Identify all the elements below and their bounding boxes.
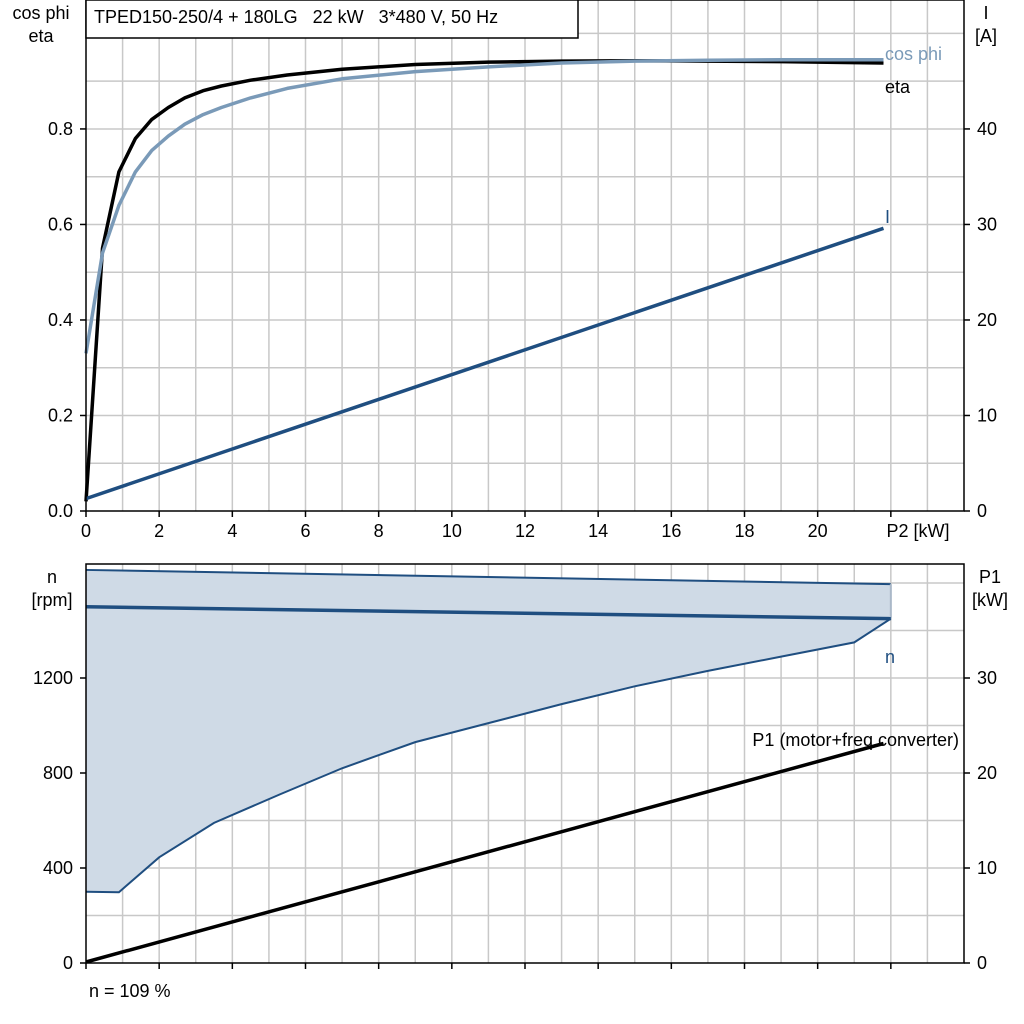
bottom-right-axis-label-2: [kW] bbox=[972, 590, 1008, 610]
right-tick-label: 30 bbox=[977, 668, 997, 688]
eta-series-label: eta bbox=[885, 77, 911, 97]
x-tick-label: 12 bbox=[515, 521, 535, 541]
cos-phi-series-label: cos phi bbox=[885, 44, 942, 64]
bottom-chart-ticks: 0 400 800 1200 0 10 20 30 bbox=[33, 668, 997, 973]
left-tick-label: 0.6 bbox=[48, 214, 73, 234]
left-tick-label: 0.4 bbox=[48, 310, 73, 330]
series-line-eta bbox=[84, 58, 884, 502]
speed-footnote: n = 109 % bbox=[89, 981, 171, 1001]
right-tick-label: 0 bbox=[977, 953, 987, 973]
current-series-label: I bbox=[885, 207, 890, 227]
chart-title-box bbox=[85, 0, 579, 39]
right-tick-label: 10 bbox=[977, 405, 997, 425]
series-line-I bbox=[85, 226, 885, 501]
bottom-chart-series bbox=[85, 605, 891, 964]
speed-series-label: n bbox=[885, 647, 895, 667]
left-tick-label: 1200 bbox=[33, 668, 73, 688]
bottom-left-axis-label-1: n bbox=[47, 567, 57, 587]
top-left-axis-label-1: cos phi bbox=[12, 3, 69, 23]
left-tick-label: 400 bbox=[43, 858, 73, 878]
left-tick-label: 0.8 bbox=[48, 119, 73, 139]
right-tick-label: 0 bbox=[977, 501, 987, 521]
series-line-P1-motor-freq-converter- bbox=[85, 741, 884, 964]
x-tick-label: 6 bbox=[300, 521, 310, 541]
left-tick-label: 0.2 bbox=[48, 405, 73, 425]
p1-series-label: P1 (motor+freq.converter) bbox=[752, 730, 959, 750]
speed-band-lower-edge bbox=[85, 617, 892, 894]
speed-range-band bbox=[85, 568, 892, 894]
x-tick-label: 10 bbox=[442, 521, 462, 541]
right-tick-label: 10 bbox=[977, 858, 997, 878]
x-tick-label: 18 bbox=[734, 521, 754, 541]
speed-band-upper-edge bbox=[85, 568, 891, 586]
top-left-axis-label-2: eta bbox=[28, 26, 54, 46]
top-chart-grid bbox=[86, 0, 964, 511]
top-chart-series bbox=[84, 57, 885, 502]
chart-title: TPED150-250/4 + 180LG 22 kW 3*480 V, 50 … bbox=[94, 7, 498, 27]
x-axis-label: P2 [kW] bbox=[886, 521, 949, 541]
left-tick-label: 0 bbox=[63, 953, 73, 973]
x-tick-label: 16 bbox=[661, 521, 681, 541]
top-right-axis-label-2: [A] bbox=[975, 26, 997, 46]
x-tick-label: 20 bbox=[808, 521, 828, 541]
x-tick-label: 2 bbox=[154, 521, 164, 541]
left-tick-label: 800 bbox=[43, 763, 73, 783]
x-tick-label: 8 bbox=[374, 521, 384, 541]
top-right-axis-label-1: I bbox=[983, 3, 988, 23]
x-tick-label: 4 bbox=[227, 521, 237, 541]
x-tick-label: 14 bbox=[588, 521, 608, 541]
right-tick-label: 20 bbox=[977, 310, 997, 330]
right-tick-label: 30 bbox=[977, 214, 997, 234]
x-tick-label: 0 bbox=[81, 521, 91, 541]
speed-band-fill bbox=[86, 569, 891, 893]
bottom-right-axis-label-1: P1 bbox=[979, 567, 1001, 587]
series-line-cos-phi bbox=[84, 57, 884, 354]
right-tick-label: 40 bbox=[977, 119, 997, 139]
top-chart-ticks: 0.0 0.2 0.4 0.6 0.8 0 10 20 30 40 0 2 4 6 8 10 12 14 16 18 2… bbox=[48, 119, 997, 541]
left-tick-label: 0.0 bbox=[48, 501, 73, 521]
bottom-left-axis-label-2: [rpm] bbox=[31, 590, 72, 610]
right-tick-label: 20 bbox=[977, 763, 997, 783]
series-line-n bbox=[85, 605, 891, 621]
